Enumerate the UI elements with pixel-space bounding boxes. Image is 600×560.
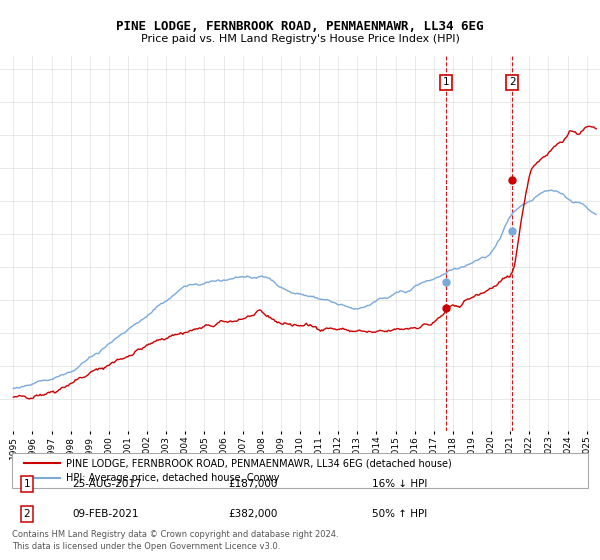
Text: 50% ↑ HPI: 50% ↑ HPI <box>372 508 427 519</box>
Text: 2: 2 <box>509 77 515 87</box>
Text: Contains HM Land Registry data © Crown copyright and database right 2024.: Contains HM Land Registry data © Crown c… <box>12 530 338 539</box>
Text: £382,000: £382,000 <box>228 508 277 519</box>
Text: 1: 1 <box>443 77 449 87</box>
Text: Price paid vs. HM Land Registry's House Price Index (HPI): Price paid vs. HM Land Registry's House … <box>140 34 460 44</box>
Text: This data is licensed under the Open Government Licence v3.0.: This data is licensed under the Open Gov… <box>12 542 280 551</box>
Text: 1: 1 <box>23 479 31 489</box>
Text: £187,000: £187,000 <box>228 479 277 489</box>
Text: PINE LODGE, FERNBROOK ROAD, PENMAENMAWR, LL34 6EG (detached house): PINE LODGE, FERNBROOK ROAD, PENMAENMAWR,… <box>66 458 452 468</box>
Text: PINE LODGE, FERNBROOK ROAD, PENMAENMAWR, LL34 6EG: PINE LODGE, FERNBROOK ROAD, PENMAENMAWR,… <box>116 20 484 32</box>
Text: 2: 2 <box>23 508 31 519</box>
Text: 16% ↓ HPI: 16% ↓ HPI <box>372 479 427 489</box>
FancyBboxPatch shape <box>12 452 588 488</box>
Text: 09-FEB-2021: 09-FEB-2021 <box>72 508 139 519</box>
Text: 25-AUG-2017: 25-AUG-2017 <box>72 479 142 489</box>
Text: HPI: Average price, detached house, Conwy: HPI: Average price, detached house, Conw… <box>66 473 280 483</box>
